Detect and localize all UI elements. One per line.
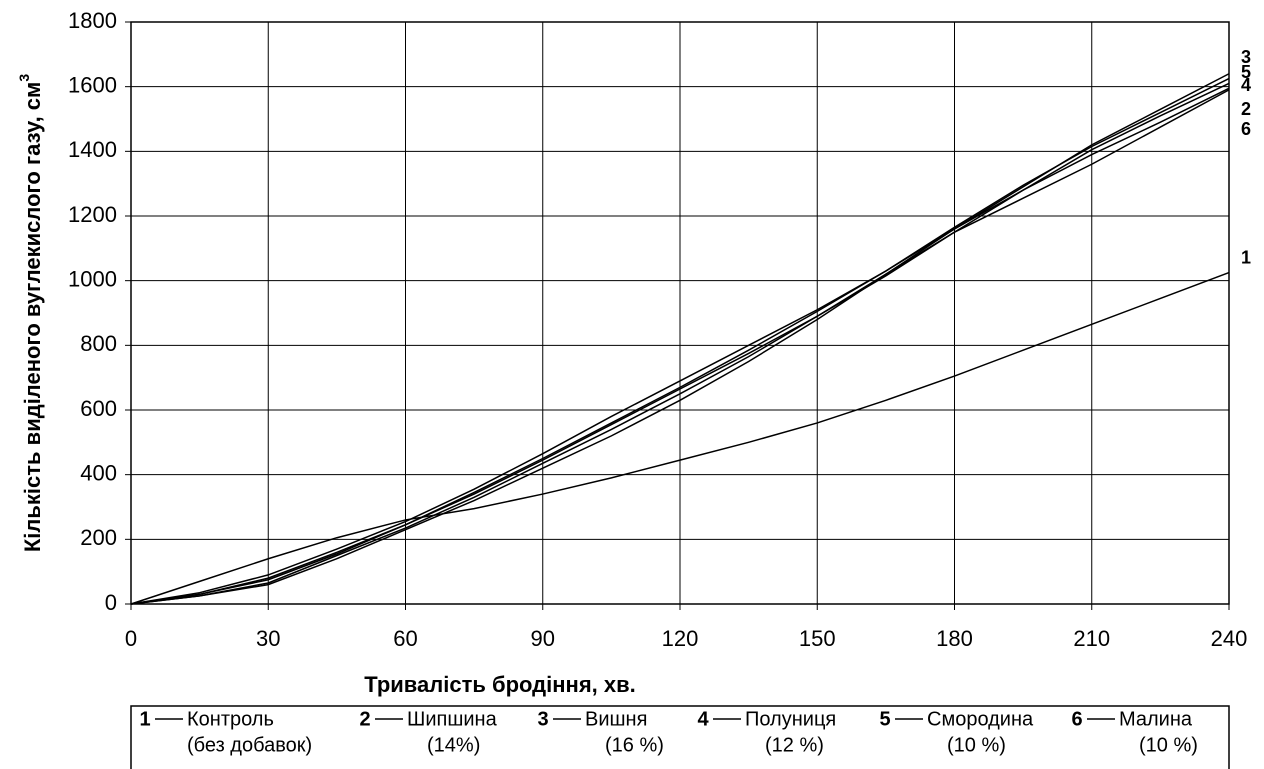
legend-number: 1: [139, 708, 150, 730]
legend-number: 5: [879, 708, 890, 730]
series-end-label: 1: [1241, 247, 1251, 267]
legend-note: (12 %): [765, 734, 824, 756]
legend-note: (10 %): [1139, 734, 1198, 756]
x-tick-label: 210: [1073, 626, 1110, 651]
y-tick-label: 1200: [68, 202, 117, 227]
legend-note: (14%): [427, 734, 480, 756]
y-tick-label: 600: [80, 396, 117, 421]
y-tick-label: 800: [80, 331, 117, 356]
series-end-label: 6: [1241, 119, 1251, 139]
x-axis-title: Тривалість бродіння, хв.: [364, 672, 636, 697]
legend-name: Малина: [1119, 708, 1193, 730]
x-tick-label: 240: [1211, 626, 1248, 651]
legend-number: 6: [1071, 708, 1082, 730]
legend-number: 4: [697, 708, 709, 730]
legend-number: 3: [537, 708, 548, 730]
legend-note: (16 %): [605, 734, 664, 756]
series-line: [130, 89, 1230, 605]
legend-name: Вишня: [585, 708, 647, 730]
legend-name: Смородина: [927, 708, 1034, 730]
x-tick-label: 0: [125, 626, 137, 651]
series-line: [130, 77, 1230, 605]
y-axis-title-sup: 3: [16, 74, 32, 82]
series-end-label: 4: [1241, 75, 1251, 95]
y-tick-label: 400: [80, 460, 117, 485]
x-tick-label: 90: [531, 626, 555, 651]
x-tick-label: 150: [799, 626, 836, 651]
legend-name: Контроль: [187, 708, 274, 730]
y-axis-title: Кількість виділеного вуглекислого газу, …: [16, 74, 45, 552]
series-line: [130, 271, 1230, 605]
series-line: [130, 82, 1230, 605]
legend-number: 2: [359, 708, 370, 730]
y-axis-title-text: Кількість виділеного вуглекислого газу, …: [20, 82, 45, 552]
legend-name: Полуниця: [745, 708, 836, 730]
series-end-label: 2: [1241, 99, 1251, 119]
legend-note: (без добавок): [187, 734, 312, 756]
y-tick-label: 0: [105, 590, 117, 615]
x-tick-label: 180: [936, 626, 973, 651]
series-end-label: 3: [1241, 47, 1251, 67]
x-tick-label: 120: [662, 626, 699, 651]
y-tick-label: 1800: [68, 8, 117, 33]
legend-name: Шипшина: [407, 708, 498, 730]
x-tick-label: 60: [393, 626, 417, 651]
plot-frame: [130, 21, 1230, 605]
series-line: [130, 87, 1230, 605]
x-tick-label: 30: [256, 626, 280, 651]
y-tick-label: 1600: [68, 72, 117, 97]
series-end-label: 5: [1241, 62, 1251, 82]
legend-box: [130, 705, 1230, 769]
legend-note: (10 %): [947, 734, 1006, 756]
y-tick-label: 1000: [68, 266, 117, 291]
y-tick-label: 1400: [68, 137, 117, 162]
y-tick-label: 200: [80, 525, 117, 550]
